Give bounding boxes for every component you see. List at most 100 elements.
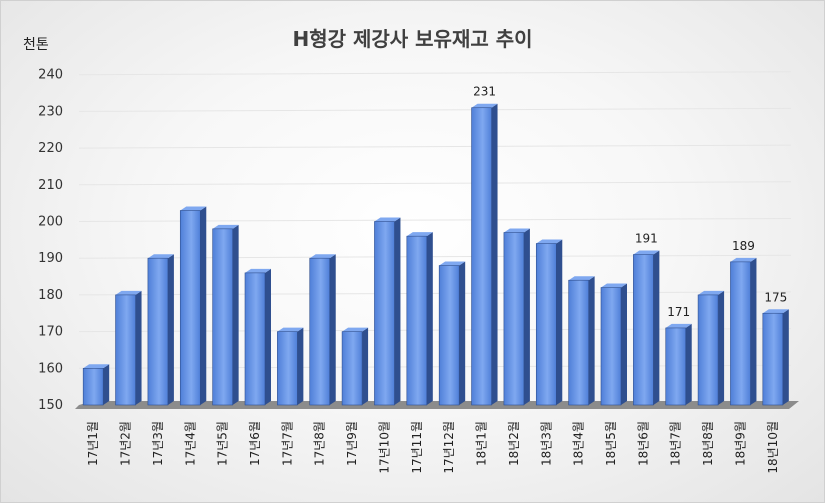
- x-tick-label: 17년8월: [313, 421, 327, 466]
- bar-top: [115, 290, 142, 295]
- bar-front: [82, 367, 104, 406]
- bar: [697, 290, 725, 406]
- bar-front: [438, 265, 460, 406]
- bar-front: [212, 228, 233, 406]
- bar-top: [633, 250, 660, 255]
- bar-side: [362, 327, 369, 405]
- bar-top: [374, 217, 401, 222]
- bar: [762, 309, 789, 406]
- bar-front: [762, 312, 784, 406]
- bar-front: [374, 221, 395, 406]
- y-tick-label: 160: [38, 361, 63, 376]
- x-tick-label: 18년5월: [604, 421, 618, 466]
- bar-top: [277, 327, 304, 332]
- data-label: 175: [764, 290, 787, 304]
- bar-front: [633, 254, 654, 406]
- y-tick-label: 230: [38, 104, 63, 119]
- bar: [633, 250, 660, 406]
- x-tick-label: 17년3월: [151, 421, 165, 466]
- x-tick-label: 17년10월: [377, 421, 391, 474]
- bar-front: [730, 261, 751, 406]
- x-tick-label: 17년11월: [410, 421, 424, 474]
- data-label: 189: [732, 239, 755, 253]
- bar: [341, 327, 369, 406]
- bar-front: [341, 331, 363, 406]
- gridline: [78, 181, 792, 186]
- bar-side: [297, 327, 304, 405]
- bar-top: [536, 239, 563, 244]
- bar: [665, 323, 692, 406]
- bar-front: [535, 243, 557, 406]
- bar-top: [180, 206, 207, 211]
- bar-side: [200, 206, 207, 405]
- bar: [471, 103, 498, 406]
- bar-top: [730, 257, 757, 262]
- bar-top: [309, 254, 336, 259]
- x-tick-label: 17년7월: [280, 421, 294, 466]
- gridline: [78, 71, 792, 76]
- bar-side: [718, 290, 725, 405]
- bar-top: [439, 261, 466, 266]
- bar-top: [762, 309, 789, 314]
- x-tick-label: 17년6월: [248, 421, 262, 466]
- bar-top: [601, 283, 627, 288]
- y-axis-unit-label: 천톤: [23, 37, 49, 53]
- y-tick-label: 210: [38, 178, 63, 193]
- bar-front: [115, 294, 136, 406]
- bar: [374, 217, 401, 406]
- bar-side: [329, 254, 336, 405]
- gridline: [78, 107, 792, 112]
- bar-top: [665, 323, 692, 328]
- bar: [730, 257, 757, 406]
- x-tick-label: 18년9월: [733, 421, 747, 466]
- x-tick-label: 18년10월: [766, 421, 780, 474]
- data-label: 191: [635, 232, 658, 246]
- bar-side: [135, 290, 142, 405]
- bar-side: [556, 239, 563, 405]
- chart-title: H형강 제강사 보유재고 추이: [292, 27, 533, 51]
- x-tick-label: 17년5월: [216, 421, 230, 466]
- y-tick-label: 200: [38, 215, 63, 230]
- bar-front: [147, 257, 169, 406]
- bar-side: [103, 364, 110, 405]
- x-tick-label: 18년7월: [669, 421, 683, 466]
- bar-top: [212, 224, 239, 229]
- bar-front: [503, 232, 525, 406]
- x-tick-label: 18년3월: [539, 421, 553, 466]
- bar-side: [782, 309, 789, 405]
- bar: [244, 268, 271, 406]
- x-tick-label: 18년1월: [475, 421, 489, 466]
- bar: [212, 224, 239, 406]
- bar-side: [232, 224, 239, 405]
- x-tick-label: 18년8월: [701, 421, 715, 466]
- bar-side: [167, 254, 174, 405]
- bar-front: [665, 327, 687, 406]
- bar: [179, 206, 207, 406]
- bar: [115, 290, 142, 406]
- y-tick-label: 180: [38, 288, 63, 303]
- bar: [438, 261, 466, 406]
- y-tick-label: 220: [38, 141, 63, 156]
- bar: [406, 232, 433, 406]
- bar-side: [459, 261, 466, 405]
- bar: [568, 276, 595, 406]
- bar-top: [503, 228, 530, 233]
- x-tick-label: 18년4월: [572, 421, 586, 466]
- bar-side: [685, 323, 692, 405]
- y-tick-label: 190: [38, 251, 63, 266]
- bar-side: [653, 250, 660, 405]
- bar-top: [83, 364, 110, 369]
- bar: [147, 254, 174, 406]
- bar-top: [568, 276, 595, 281]
- data-label: 231: [473, 85, 496, 99]
- bar: [535, 239, 563, 406]
- x-tick-label: 18년2월: [507, 421, 521, 466]
- bar-front: [600, 287, 622, 406]
- bar-top: [245, 268, 271, 273]
- x-tick-label: 17년2월: [119, 421, 133, 466]
- bar: [277, 327, 304, 406]
- x-tick-label: 17년12월: [442, 421, 456, 474]
- bar-front: [277, 331, 298, 406]
